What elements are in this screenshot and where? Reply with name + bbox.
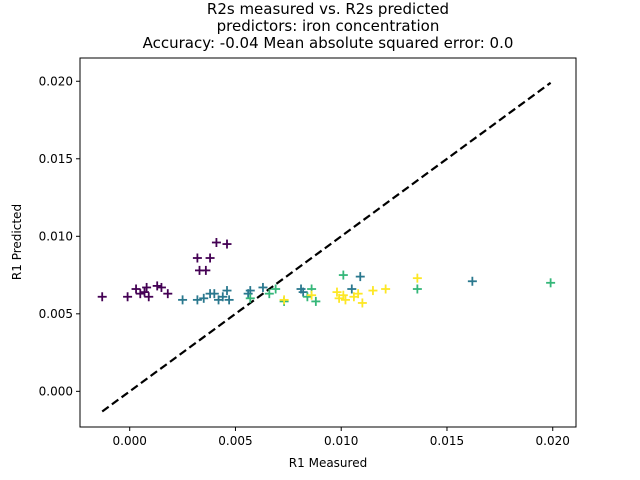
chart-title-line-3: Accuracy: -0.04 Mean absolute squared er… [143, 34, 514, 52]
reference-line [101, 81, 552, 413]
data-point [546, 278, 556, 288]
data-point [332, 287, 342, 297]
data-point [340, 295, 350, 305]
x-tick-label: 0.000 [113, 434, 147, 448]
y-tick-label: 0.005 [39, 307, 73, 321]
data-point [131, 284, 141, 294]
data-point [192, 295, 202, 305]
data-point [245, 286, 255, 296]
chart-title-line-1: R2s measured vs. R2s predicted [207, 0, 449, 18]
data-point [156, 282, 166, 292]
data-point [279, 295, 289, 305]
data-point [205, 253, 215, 263]
data-point [142, 282, 152, 292]
data-point [222, 239, 232, 249]
axes-frame [79, 57, 577, 428]
x-tick-label: 0.015 [430, 434, 464, 448]
data-point [307, 290, 317, 300]
x-tick-label: 0.005 [218, 434, 252, 448]
x-axis-label: R1 Measured [289, 456, 367, 470]
chart-title-line-2: predictors: iron concentration [217, 17, 440, 35]
data-point [222, 286, 232, 296]
data-point [163, 289, 173, 299]
data-point [412, 284, 422, 294]
data-point [178, 295, 188, 305]
data-point [368, 286, 378, 296]
data-point [140, 287, 150, 297]
data-point [123, 292, 133, 302]
data-point [412, 273, 422, 283]
y-axis-ticks: 0.000 0.005 0.010 0.015 0.020 [39, 74, 80, 398]
x-tick-label: 0.020 [536, 434, 570, 448]
data-point [467, 276, 477, 286]
data-point [192, 253, 202, 263]
data-point [201, 265, 211, 275]
data-point [264, 289, 274, 299]
data-point [258, 282, 268, 292]
data-point [211, 238, 221, 247]
data-point [353, 289, 363, 299]
data-point [338, 290, 348, 300]
data-point [381, 284, 391, 294]
data-point [298, 287, 308, 297]
data-point [355, 272, 365, 282]
plot-area [97, 81, 556, 413]
data-point [224, 295, 234, 305]
data-point [347, 284, 357, 294]
y-tick-label: 0.015 [39, 152, 73, 166]
data-point [199, 293, 209, 303]
data-point [97, 292, 107, 302]
data-point [245, 293, 255, 303]
y-tick-label: 0.000 [39, 384, 73, 398]
data-point [271, 284, 281, 294]
data-point [144, 292, 154, 302]
data-point [218, 292, 228, 302]
data-point [357, 298, 367, 308]
data-point [209, 289, 219, 299]
y-tick-label: 0.010 [39, 229, 73, 243]
data-point [302, 292, 312, 302]
data-point [338, 270, 348, 280]
data-point [135, 289, 145, 299]
data-point [152, 281, 162, 291]
x-tick-label: 0.010 [324, 434, 358, 448]
y-tick-label: 0.020 [39, 74, 73, 88]
data-point [311, 296, 321, 306]
y-axis-label: R1 Predicted [10, 204, 24, 280]
x-axis-ticks: 0.000 0.005 0.010 0.015 0.020 [113, 427, 570, 448]
